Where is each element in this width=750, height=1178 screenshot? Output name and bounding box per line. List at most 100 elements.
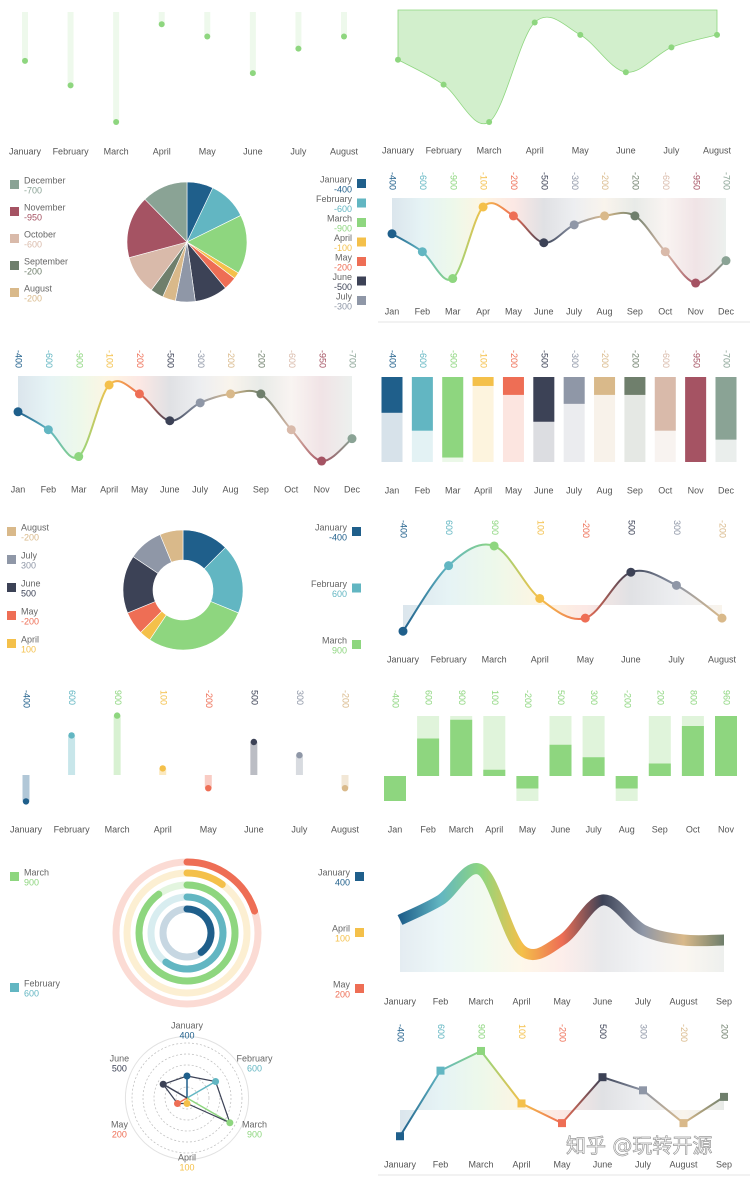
legend-swatch bbox=[352, 640, 361, 649]
x-tick-label: Dec bbox=[344, 484, 361, 494]
legend-swatch bbox=[357, 218, 366, 227]
value-label: -100 bbox=[105, 350, 115, 368]
legend-swatch bbox=[10, 872, 19, 881]
value-label: 600 bbox=[424, 690, 434, 705]
legend-swatch bbox=[352, 527, 361, 536]
legend-swatch bbox=[7, 583, 16, 592]
x-tick-label: Aug bbox=[619, 824, 635, 834]
radar-ring bbox=[142, 1053, 232, 1143]
legend-label: March bbox=[327, 213, 352, 223]
x-tick-label: January bbox=[384, 1159, 417, 1169]
dot bbox=[486, 119, 493, 125]
legend-swatch bbox=[7, 527, 16, 536]
legend-value: -200 bbox=[334, 262, 352, 272]
x-tick-label: Feb bbox=[41, 484, 57, 494]
x-tick-label: March bbox=[468, 1159, 493, 1169]
x-tick-label: Feb bbox=[415, 485, 431, 495]
x-tick-label: February bbox=[426, 145, 463, 155]
bar bbox=[67, 12, 74, 86]
marker bbox=[539, 238, 549, 248]
x-tick-label: July bbox=[663, 145, 680, 155]
x-tick-label: May bbox=[131, 484, 149, 494]
radar-ring bbox=[164, 1075, 210, 1121]
bar bbox=[715, 716, 737, 776]
value-label: -200 bbox=[718, 520, 728, 538]
bar bbox=[113, 715, 121, 775]
area bbox=[392, 198, 726, 284]
x-tick-label: Sep bbox=[253, 484, 269, 494]
x-tick-label: January bbox=[10, 824, 43, 834]
value-label: -600 bbox=[418, 172, 428, 190]
dot bbox=[22, 798, 30, 805]
bar-background bbox=[594, 377, 616, 462]
x-tick-label: June bbox=[616, 145, 636, 155]
marker bbox=[226, 389, 236, 399]
radar-ring bbox=[175, 1086, 199, 1110]
legend-label: July bbox=[336, 291, 353, 301]
legend-label: February bbox=[316, 194, 353, 204]
marker bbox=[448, 274, 458, 284]
area bbox=[397, 9, 718, 125]
legend-value: 900 bbox=[332, 645, 347, 655]
x-tick-label: Feb bbox=[433, 996, 449, 1006]
axis-value: 600 bbox=[247, 1063, 262, 1073]
x-tick-label: Nov bbox=[314, 484, 331, 494]
bar bbox=[582, 757, 605, 776]
x-tick-label: May bbox=[577, 654, 595, 664]
value-label: -200 bbox=[558, 1024, 568, 1042]
legend-swatch bbox=[357, 276, 366, 286]
x-tick-label: July bbox=[566, 485, 583, 495]
legend-swatch bbox=[10, 261, 19, 270]
bar bbox=[516, 776, 539, 789]
dot bbox=[158, 21, 165, 28]
bar bbox=[472, 377, 494, 386]
x-tick-label: July bbox=[290, 146, 307, 156]
value-label: -200 bbox=[622, 690, 632, 708]
line bbox=[397, 863, 725, 961]
axis-label: June bbox=[110, 1053, 130, 1063]
radar-spoke bbox=[186, 1080, 216, 1099]
bar bbox=[384, 776, 406, 801]
bar bbox=[654, 377, 676, 431]
slice bbox=[126, 198, 188, 259]
legend-value: -400 bbox=[334, 184, 352, 194]
x-tick-label: May bbox=[505, 485, 523, 495]
x-tick-label: March bbox=[468, 996, 493, 1006]
x-tick-label: Sep bbox=[627, 485, 643, 495]
x-tick-label: January bbox=[384, 996, 417, 1006]
value-label: -600 bbox=[287, 350, 297, 368]
x-tick-label: May bbox=[519, 824, 537, 834]
bar bbox=[563, 377, 585, 404]
bar bbox=[295, 12, 302, 49]
legend-value: 100 bbox=[335, 933, 350, 943]
value-label: -950 bbox=[691, 172, 701, 190]
watermark: 知乎 @玩转开源 bbox=[566, 1134, 712, 1158]
area bbox=[403, 544, 722, 632]
bar bbox=[442, 377, 464, 458]
slice bbox=[149, 601, 239, 651]
x-tick-label: April bbox=[485, 824, 503, 834]
marker bbox=[398, 626, 408, 636]
marker bbox=[717, 613, 727, 623]
x-tick-label: Feb bbox=[415, 306, 431, 316]
value-label: 500 bbox=[598, 1024, 608, 1039]
x-tick-label: June bbox=[534, 306, 554, 316]
value-label: -900 bbox=[74, 350, 84, 368]
bar bbox=[533, 377, 555, 422]
legend-label: February bbox=[24, 978, 61, 988]
x-tick-label: Jan bbox=[385, 306, 400, 316]
marker bbox=[691, 278, 701, 288]
x-tick-label: February bbox=[431, 654, 468, 664]
x-tick-label: June bbox=[534, 485, 554, 495]
ring-arc bbox=[183, 869, 226, 888]
value-label: -200 bbox=[341, 690, 351, 708]
bar bbox=[204, 775, 212, 789]
x-tick-label: Sep bbox=[652, 824, 668, 834]
x-tick-label: March bbox=[104, 146, 129, 156]
legend-value: 600 bbox=[332, 589, 347, 599]
x-tick-label: March bbox=[449, 824, 474, 834]
value-label: -200 bbox=[257, 350, 267, 368]
legend-label: June bbox=[21, 578, 41, 588]
marker bbox=[347, 434, 357, 444]
x-tick-label: Mar bbox=[71, 484, 87, 494]
